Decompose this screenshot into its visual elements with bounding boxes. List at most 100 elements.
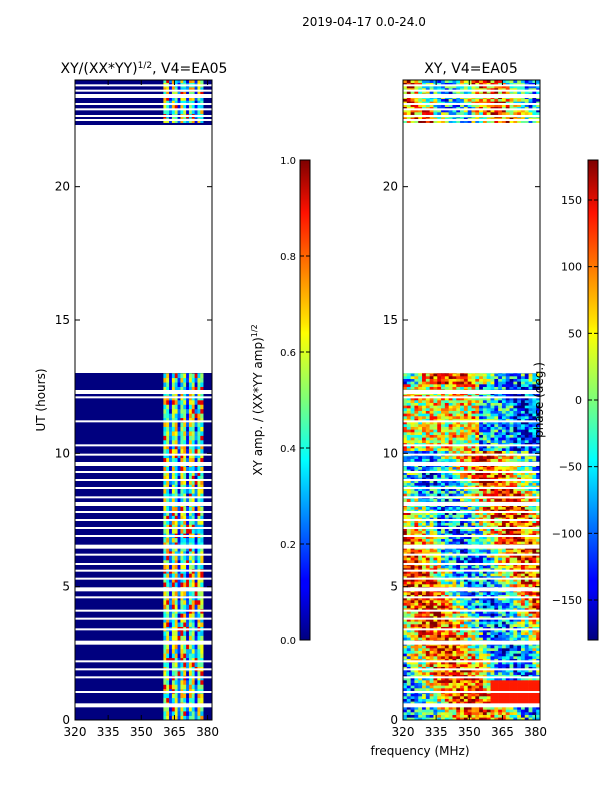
- phase-cell: [418, 669, 423, 673]
- phase-cell: [422, 522, 427, 526]
- phase-cell: [441, 669, 446, 673]
- phase-cell: [517, 509, 522, 513]
- amp-cell: [197, 582, 201, 587]
- amp-cell: [188, 577, 193, 583]
- phase-cell: [410, 661, 415, 665]
- phase-cell: [494, 688, 499, 691]
- phase-cell: [463, 528, 468, 531]
- phase-cell: [406, 634, 411, 638]
- amp-cell: [200, 431, 204, 436]
- amp-cell: [171, 577, 176, 583]
- phase-cell: [460, 600, 465, 603]
- phase-cell: [471, 621, 476, 625]
- amp-flag-gap: [75, 89, 212, 92]
- amp-cell: [197, 671, 201, 676]
- phase-cell: [425, 528, 430, 531]
- phase-cell: [486, 717, 491, 720]
- phase-cell: [471, 584, 476, 587]
- amp-cell: [171, 515, 176, 521]
- phase-cell: [479, 512, 484, 515]
- phase-cell: [513, 533, 518, 537]
- phase-cell: [422, 666, 427, 670]
- phase-cell: [448, 498, 453, 502]
- phase-cell: [482, 493, 488, 497]
- amp-cell: [183, 711, 187, 716]
- phase-cell: [509, 624, 514, 627]
- phase-cell: [490, 570, 495, 574]
- phase-cell: [422, 658, 427, 662]
- amp-cell: [194, 480, 198, 485]
- phase-cell: [505, 669, 510, 673]
- phase-cell: [479, 613, 484, 617]
- phase-cell: [433, 578, 438, 582]
- phase-cell: [501, 592, 507, 595]
- phase-cell: [433, 629, 438, 633]
- phase-cell: [422, 560, 427, 563]
- phase-cell: [448, 618, 453, 622]
- phase-cell: [463, 522, 468, 526]
- phase-cell: [422, 581, 427, 585]
- phase-cell: [501, 613, 507, 617]
- phase-cell: [418, 578, 423, 582]
- amp-cell: [177, 657, 181, 663]
- phase-cell: [490, 693, 495, 697]
- phase-cell: [479, 469, 484, 473]
- phase-cell: [452, 685, 457, 689]
- phase-cell: [486, 656, 491, 659]
- phase-cell: [486, 584, 491, 587]
- phase-cell: [524, 717, 529, 720]
- phase-cell: [425, 648, 430, 651]
- phase-cell: [437, 621, 442, 625]
- phase-cell: [532, 645, 537, 649]
- phase-cell: [479, 634, 484, 638]
- phase-cell: [505, 549, 510, 553]
- phase-cell: [536, 693, 540, 697]
- phase-cell: [475, 480, 480, 483]
- phase-cell: [429, 701, 434, 705]
- amp-cell: [169, 528, 173, 534]
- phase-cell: [441, 520, 446, 523]
- phase-cell: [403, 570, 408, 574]
- phase-cell: [437, 610, 442, 614]
- amp-cell: [188, 453, 193, 459]
- phase-cell: [448, 613, 453, 617]
- phase-cell: [463, 650, 468, 654]
- phase-cell: [460, 616, 465, 619]
- phase-cell: [441, 458, 446, 462]
- phase-cell: [437, 480, 442, 483]
- phase-cell: [520, 557, 526, 561]
- phase-cell: [410, 648, 415, 651]
- amp-cell: [169, 408, 173, 414]
- phase-cell: [441, 568, 446, 571]
- phase-cell: [524, 650, 529, 654]
- amp-cell: [166, 457, 170, 463]
- amp-cell: [163, 100, 167, 106]
- amp-flag-gap: [75, 519, 212, 521]
- phase-cell: [524, 645, 529, 649]
- amp-cell: [163, 680, 167, 685]
- phase-cell: [429, 477, 434, 481]
- phase-cell: [471, 514, 476, 518]
- phase-cell: [429, 664, 434, 667]
- phase-cell: [520, 474, 526, 478]
- phase-cell: [501, 488, 507, 491]
- phase-cell: [517, 637, 522, 641]
- phase-cell: [520, 597, 526, 601]
- phase-cell: [425, 450, 430, 454]
- phase-cell: [486, 688, 491, 691]
- phase-cell: [505, 538, 510, 542]
- phase-cell: [490, 472, 495, 475]
- phase-cell: [532, 656, 537, 659]
- phase-cell: [448, 565, 453, 569]
- phase-cell: [460, 509, 465, 513]
- phase-cell: [460, 514, 465, 518]
- phase-cell: [467, 530, 472, 534]
- amp-cell: [197, 417, 201, 423]
- phase-cell: [528, 530, 533, 534]
- phase-cell: [425, 570, 430, 574]
- phase-cell: [418, 706, 423, 710]
- phase-cell: [433, 717, 438, 720]
- phase-cell: [524, 605, 529, 609]
- amp-cell: [180, 413, 184, 419]
- phase-cell: [414, 624, 419, 627]
